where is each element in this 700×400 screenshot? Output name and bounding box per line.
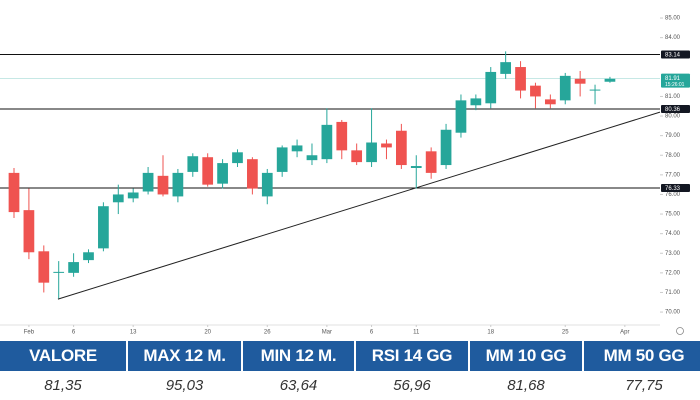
candle-body [112,194,124,203]
level-label: 83.14 [665,52,681,58]
candle-body [53,271,65,273]
candle-body [291,145,303,152]
candle-body [306,155,318,161]
x-tick-label: 18 [487,330,494,336]
y-tick-label: 70.00 [665,310,681,316]
y-tick-label: 71.00 [665,290,681,296]
settings-icon[interactable] [676,327,684,335]
value-cell: 95,03 [165,377,204,394]
candle-body [470,98,482,106]
candle-body [8,172,20,213]
value-cell: 77,75 [625,377,663,394]
y-tick-label: 79.00 [665,133,681,139]
stats-table: VALORE MAX 12 M. MIN 12 M. RSI 14 GG MM 10 G… [0,341,700,400]
x-tick-label: 25 [562,330,569,336]
header-cell: MM 10 GG [470,341,582,371]
candle-body [515,67,526,91]
x-tick-label: 20 [204,330,211,336]
candle-body [127,192,139,199]
candle-body [38,251,50,283]
level-label: 80.36 [665,107,681,113]
candle-body [261,172,273,197]
value-cell: 63,64 [279,377,318,394]
candle-body [247,159,258,189]
y-tick-label: 73.00 [665,251,681,257]
candle-body [276,147,288,172]
x-tick-label: 6 [370,330,374,336]
value-cell: 81,68 [507,377,545,394]
candle-body [589,89,601,91]
y-tick-label: 75.00 [665,212,681,218]
value-cell: 56,96 [393,377,431,394]
candle-body [232,152,243,164]
candle-body [544,99,556,105]
candle-body [351,150,363,163]
x-tick-label: 13 [130,330,137,336]
chart: 70.00 71.00 72.00 73.00 74.00 75.00 76.00 77.00… [0,16,690,336]
candle-body [574,78,586,84]
value-cell: 81,35 [44,377,82,394]
trendline [57,111,661,300]
x-tick-label: 26 [264,330,271,336]
candle-body [396,130,407,166]
candle-body [366,142,377,163]
header-cell: MM 50 GG [584,341,700,371]
candle-body [142,172,154,192]
candle-body [410,166,422,168]
last-price-box [661,73,690,88]
candle-body [336,121,348,151]
last-time-label: 15:26:01 [665,82,685,88]
y-tick-label: 74.00 [665,231,681,237]
candle-body [381,143,392,148]
candle-body [440,129,452,166]
candle-body [98,206,109,249]
candle-body [83,252,94,261]
candle-body [604,78,616,82]
y-tick-label: 77.00 [665,172,681,178]
header-cell: VALORE [0,341,126,371]
candle-body [425,151,437,173]
x-tick-label: Mar [322,330,332,336]
y-tick-label: 72.00 [665,270,681,276]
level-label: 76.33 [665,186,681,192]
candle-body [500,62,512,74]
y-tick-label: 78.00 [665,153,681,159]
candle-body [559,75,571,101]
y-tick-label: 84.00 [665,35,681,41]
candle-body [455,100,467,133]
y-tick-label: 85.00 [665,16,681,22]
x-tick-label: Apr [620,330,629,336]
y-tick-label: 81.00 [665,94,681,100]
level-label-box [661,50,690,59]
header-cell: RSI 14 GG [356,341,468,371]
candle-body [187,156,199,172]
last-price-label: 81.91 [665,76,681,82]
y-tick-label: 76.00 [665,192,681,198]
candle-body [157,175,169,195]
candle-body [530,85,541,97]
level-label-box [661,104,690,113]
candle-body [485,71,497,104]
x-tick-label: 6 [72,330,76,336]
candle-body [172,172,184,197]
candle-body [217,163,228,184]
candle-body [321,124,333,160]
level-label-box [661,183,690,192]
x-tick-label: Feb [24,330,35,336]
candle-body [23,210,35,253]
candle-body [68,262,79,273]
y-tick-label: 80.00 [665,114,681,120]
header-cell: MIN 12 M. [243,341,354,371]
candle-body [202,157,214,185]
header-cell: MAX 12 M. [128,341,241,371]
x-tick-label: 11 [413,330,420,336]
